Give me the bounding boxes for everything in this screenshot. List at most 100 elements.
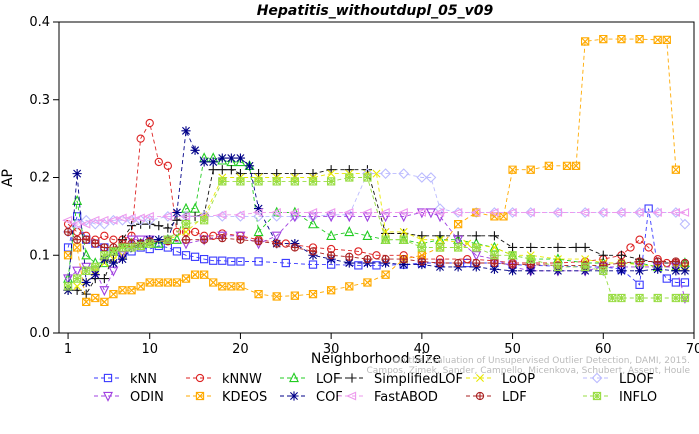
data-point-inflo [363,173,372,182]
y-tick-label: 0.0 [29,326,50,341]
data-point-knn [254,257,263,266]
data-point-ldf [508,260,517,269]
legend-label: ODIN [130,390,164,405]
data-point-kdeos [635,34,644,44]
data-point-fastabod [307,208,318,217]
data-point-knn [227,257,236,266]
data-point-cof [616,266,627,276]
legend-label: LDOF [619,372,654,387]
data-point-knnw [626,243,635,252]
data-point-inflo [453,243,463,252]
data-point-inflo [671,293,681,303]
data-point-inflo [417,243,427,252]
legend-label: COF [316,390,343,405]
data-point-kdeos [671,165,681,174]
data-point-loop [553,255,562,264]
data-point-knn [172,247,182,256]
data-point-kdeos [209,278,218,287]
data-point-loop [490,243,499,252]
data-point-odin [380,212,391,223]
data-point-cof [235,153,246,163]
data-point-fastabod [134,213,145,223]
data-point-fastabod [107,215,118,225]
data-point-inflo [236,177,245,186]
data-point-knn [236,257,245,266]
legend-swatch-marker [476,374,484,382]
data-point-fastabod [325,208,336,217]
data-point-ldf [199,235,209,244]
data-point-fastabod [252,208,263,217]
legend-item-cof: COF [280,390,343,405]
data-point-simplifiedlof [326,165,336,175]
data-point-ldf [254,237,263,246]
legend-item-simplifiedlof: SimplifiedLOF [338,372,463,387]
data-point-kdeos [345,282,354,291]
series-fastabod [62,208,690,229]
series-knnw [63,118,690,268]
data-point-knn [354,261,363,270]
data-point-ldf [617,258,626,268]
legend-label: LDF [502,390,527,405]
data-point-fastabod [524,208,535,217]
legend-label: kNNW [222,372,262,387]
data-point-kdeos [499,212,508,221]
data-point-kdeos [199,270,209,279]
plot-frame [58,21,695,334]
data-point-loop [399,227,408,236]
data-point-simplifiedlof [154,221,164,231]
data-point-inflo [490,251,499,260]
data-point-cof [507,266,518,276]
data-point-inflo [290,177,300,186]
data-point-fastabod [470,208,481,217]
data-point-fastabod [288,208,300,217]
data-point-kdeos [91,293,100,303]
data-point-ldf [181,235,191,244]
x-tick-label: 40 [414,342,431,357]
data-point-inflo [399,235,408,244]
series-line-cof [67,129,685,291]
data-point-ldf [218,234,227,243]
data-point-simplifiedlof [489,231,500,241]
series-lof [63,152,690,283]
data-point-cof [81,277,91,288]
data-point-fastabod [80,219,91,229]
data-point-inflo [91,262,100,272]
data-point-ldf [72,235,82,244]
data-point-cof [344,258,354,268]
data-point-simplifiedlof [290,169,300,179]
data-point-simplifiedlof [308,169,318,179]
data-point-fastabod [234,210,245,220]
data-point-fastabod [361,208,372,217]
data-point-kdeos [599,34,608,44]
data-point-simplifiedlof [163,223,173,233]
legend-item-ldf: LDF [466,390,527,405]
series-line-ldof [67,173,686,233]
data-point-ldof [425,172,437,183]
data-point-cof [680,266,690,276]
data-point-kdeos [381,270,390,279]
data-point-ldof [679,218,691,230]
data-point-kdeos [544,161,554,170]
data-point-ldf [290,243,300,252]
data-point-ldf [490,258,499,268]
legend-label: LoOP [502,372,535,387]
legend-item-knn: kNN [94,372,157,387]
y-axis-label: AP [0,169,16,187]
data-point-simplifiedlof [417,231,427,241]
data-point-odin [289,212,300,223]
data-point-fastabod [452,208,463,217]
series-ldf [63,227,690,270]
data-point-simplifiedlof [126,221,137,231]
data-point-odin [217,231,228,242]
data-point-kdeos [172,278,182,287]
data-point-inflo [599,266,608,275]
data-point-inflo [553,262,563,272]
data-point-cof [244,161,255,171]
data-point-cof [154,235,164,245]
series-line-loop [67,173,685,291]
data-point-lof [153,237,164,248]
data-point-ldf [453,258,463,268]
data-point-cof [208,157,218,167]
y-tick-label: 0.2 [29,171,50,186]
data-point-knn [308,260,318,269]
